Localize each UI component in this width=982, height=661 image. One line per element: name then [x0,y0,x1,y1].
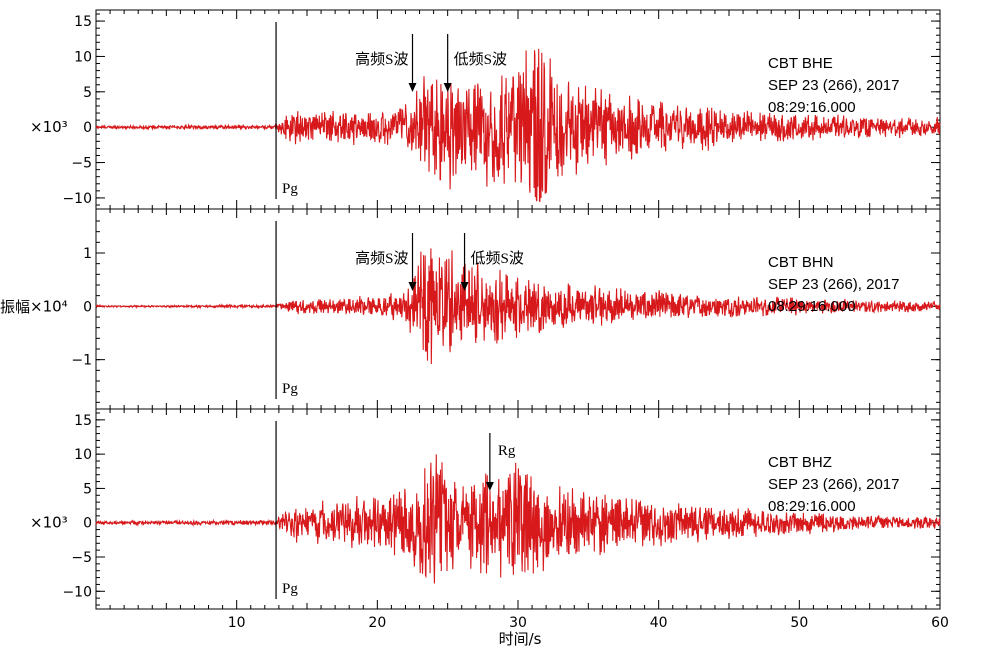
x-tick-label: 20 [368,615,386,631]
x-tick-label: 60 [931,615,949,631]
waveform-bhe [95,48,941,202]
x-tick-label: 30 [509,615,527,631]
arrow-head [408,83,417,92]
panel-bhe: −10 −5 0 5 10 15 ×10³ Pg 高频S波 低频S波 CBT BHE SEP 23 (… [30,9,941,210]
panel-bhz: −10 −5 0 5 10 15 ×10³ Pg Rg CBT BHZ SEP 23 (266), … [30,408,941,610]
panel-bhn: −1 0 1 ×10⁴ Pg 高频S波 低频S波 CBT BHN SEP 23 (266), 2… [30,208,941,410]
y-tick-label: −10 [62,191,92,207]
x-axis: 10 20 30 40 50 60 [228,615,949,631]
arrow-label: 高频S波 [355,250,408,267]
pg-label: Pg [282,381,298,397]
arrow-head [408,282,417,291]
x-tick-label: 40 [650,615,668,631]
x-tick-label: 50 [790,615,808,631]
y-tick-label: 5 [83,481,92,497]
x-tick-label: 10 [228,615,246,631]
y-tick-label: 0 [83,120,92,136]
scale-label: ×10⁴ [30,297,68,315]
y-tick-label: 0 [83,299,92,315]
pg-label: Pg [282,181,298,197]
time-label: 08:29:16.000 [768,498,856,515]
waveform-bhz [95,454,941,584]
y-tick-label: 15 [74,14,92,30]
pg-label: Pg [282,581,298,597]
y-tick-label: 5 [83,85,92,101]
station-channel-label: CBT BHZ [768,454,832,471]
arrow-label: 低频S波 [454,51,507,68]
date-label: SEP 23 (266), 2017 [768,276,899,293]
y-tick-label: −5 [71,550,92,566]
y-tick-label: 10 [74,49,92,65]
arrow-head [443,83,452,92]
y-tick-label: 10 [74,447,92,463]
arrow-label: 低频S波 [471,250,524,267]
y-tick-label: 0 [83,516,92,532]
time-label: 08:29:16.000 [768,298,856,315]
waveform-bhn [95,248,941,365]
y-tick-label: 15 [74,413,92,429]
y-tick-label: −5 [71,156,92,172]
x-axis-label: 时间/s [499,630,542,648]
time-label: 08:29:16.000 [768,99,856,116]
station-channel-label: CBT BHE [768,55,833,72]
arrow-label: Rg [498,443,516,459]
arrow-head [485,482,494,491]
y-tick-label: −1 [71,353,92,369]
date-label: SEP 23 (266), 2017 [768,476,899,493]
arrow-label: 高频S波 [355,51,408,68]
scale-label: ×10³ [30,118,68,136]
y-tick-label: 1 [83,246,92,262]
date-label: SEP 23 (266), 2017 [768,77,899,94]
scale-label: ×10³ [30,514,68,532]
arrow-head [460,282,469,291]
station-channel-label: CBT BHN [768,254,834,271]
y-tick-label: −10 [62,584,92,600]
y-axis-label: 振幅 [0,298,30,316]
